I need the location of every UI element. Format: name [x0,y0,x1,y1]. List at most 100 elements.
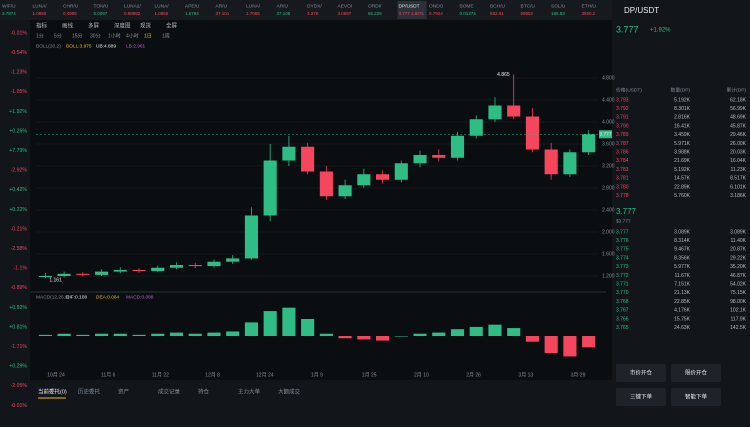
toolbar-item[interactable]: 画线 [62,21,74,29]
ticker-price[interactable]: 3.7874 [2,11,16,16]
timeframe[interactable]: 4小时 [126,32,139,39]
toolbar-item[interactable]: 全屏 [166,21,178,29]
book-price[interactable]: 3.772 [616,273,629,279]
ticker-name[interactable]: DYDX/ [307,3,322,9]
ticker-price[interactable]: 3550.2 [582,11,596,16]
book-price[interactable]: 3.784 [616,158,629,164]
watch-change[interactable]: -1.23% [11,70,28,76]
ticker-name[interactable]: AR/U [277,3,289,9]
order-button[interactable] [616,388,666,406]
toolbar-item[interactable]: 深度图 [114,21,131,29]
ticker-price[interactable]: 3.378 [307,11,319,16]
watch-change[interactable]: -0.89% [11,285,28,291]
ticker-price[interactable]: 185.93 [551,11,565,16]
ticker-name[interactable]: LUNA2/ [124,3,141,9]
ticker-name[interactable]: DP/USDT [399,3,420,9]
bottom-tab[interactable]: 历史委托 [78,387,101,395]
ticker-name[interactable]: BCH/U [490,3,505,9]
ticker-name[interactable]: LUNA/ [246,3,261,9]
watch-change[interactable]: -2.58% [11,246,28,252]
watch-change[interactable]: -1.71% [11,344,28,350]
ticker-price[interactable]: 0.01374 [460,11,477,16]
ticker-name[interactable]: AR/U [216,3,228,9]
bottom-tab[interactable]: 资产 [118,387,130,395]
ticker-name[interactable]: BOME [460,3,474,9]
book-price[interactable]: 3.793 [616,97,629,103]
ticker-name[interactable]: AEVO/ [338,3,353,9]
watch-change[interactable]: -1.1% [13,266,27,272]
order-button[interactable] [616,364,666,382]
timeframe[interactable]: 15分 [72,32,83,39]
bottom-tab[interactable]: 持仓 [198,387,210,395]
ticker-name[interactable]: LUNA/ [33,3,48,9]
order-button[interactable] [671,364,721,382]
watch-change[interactable]: -1.05% [11,89,28,95]
watch-change[interactable]: +0.29% [9,364,27,370]
ticker-price[interactable]: 1.0865 [155,11,169,16]
book-price[interactable]: 3.770 [616,290,629,296]
book-price[interactable]: 3.765 [616,325,629,331]
book-price[interactable]: 3.774 [616,255,629,261]
bottom-tab[interactable]: 成交记录 [158,387,181,395]
book-price[interactable]: 3.768 [616,299,629,305]
bottom-tab[interactable]: 当前委托(0) [38,387,67,395]
order-button-label[interactable]: 智能下单 [685,392,708,400]
ticker-name[interactable]: APE/U [185,3,200,9]
watch-change[interactable]: +1.92% [9,109,27,115]
timeframe[interactable]: 1小时 [108,32,121,39]
book-price[interactable]: 3.789 [616,132,629,138]
book-price[interactable]: 3.771 [616,282,629,288]
watch-change[interactable]: -0.01% [11,30,28,36]
watch-change[interactable]: -2.92% [11,168,28,174]
toolbar-item[interactable]: 多屏 [88,21,100,29]
timeframe[interactable]: 1日 [144,33,152,39]
book-price[interactable]: 3.783 [616,167,629,173]
ticker-name[interactable]: ORDI/ [368,3,382,9]
book-price[interactable]: 3.786 [616,150,629,156]
watch-change[interactable]: -0.21% [11,226,28,232]
watch-change[interactable]: +0.42% [9,187,27,193]
timeframe[interactable]: 1分 [36,32,44,39]
watch-change[interactable]: +0.81% [9,324,27,330]
book-price[interactable]: 3.778 [616,193,629,199]
ticker-name[interactable]: SOL/U [551,3,566,9]
timeframe[interactable]: 5分 [54,32,62,39]
toolbar-item[interactable]: 指标 [36,21,48,29]
ticker-price[interactable]: 0.7924 [429,11,443,16]
ticker-price[interactable]: 3.777 1.92% [399,11,424,16]
ticker-name[interactable]: WIF/U [2,3,16,9]
ticker-price[interactable]: 37.108 [277,11,291,16]
ticker-price[interactable]: 3.0687 [338,11,352,16]
watch-change[interactable]: -0.54% [11,50,28,56]
ticker-price[interactable]: 1.7055 [246,11,260,16]
ticker-name[interactable]: CHR/U [63,3,79,9]
timeframe[interactable]: 1周 [162,33,170,39]
ticker-name[interactable]: ETH/U [582,3,597,9]
order-button-label[interactable]: 三键下单 [630,392,653,400]
book-price[interactable]: 3.767 [616,308,629,314]
toolbar-item[interactable]: 现货 [140,21,152,29]
book-price[interactable]: 3.773 [616,264,629,270]
watch-change[interactable]: -2.05% [11,383,28,389]
book-price[interactable]: 3.781 [616,176,629,182]
bottom-tab[interactable]: 大额成交 [278,387,301,395]
ticker-price[interactable]: 1.0858 [33,11,47,16]
watch-change[interactable]: +0.92% [9,305,27,311]
ticker-price[interactable]: 582.01 [490,11,504,16]
book-price[interactable]: 3.777 [616,229,629,235]
ticker-price[interactable]: 0.4995 [63,11,77,16]
ticker-price[interactable]: 0.99982 [124,11,141,16]
ticker-name[interactable]: TON/U [94,3,109,9]
ticker-price[interactable]: 5.0097 [94,11,108,16]
ticker-price[interactable]: 1.6794 [185,11,199,16]
ticker-price[interactable]: 37.101 [216,11,230,16]
book-price[interactable]: 3.791 [616,115,629,121]
order-button[interactable] [671,388,721,406]
ticker-name[interactable]: LUNA/ [155,3,170,9]
book-price[interactable]: 3.775 [616,247,629,253]
watch-change[interactable]: +7.79% [9,148,27,154]
ticker-price[interactable]: 65.225 [368,11,382,16]
ticker-name[interactable]: BTC/U [521,3,536,9]
book-price[interactable]: 3.776 [616,238,629,244]
book-price[interactable]: 3.766 [616,316,629,322]
